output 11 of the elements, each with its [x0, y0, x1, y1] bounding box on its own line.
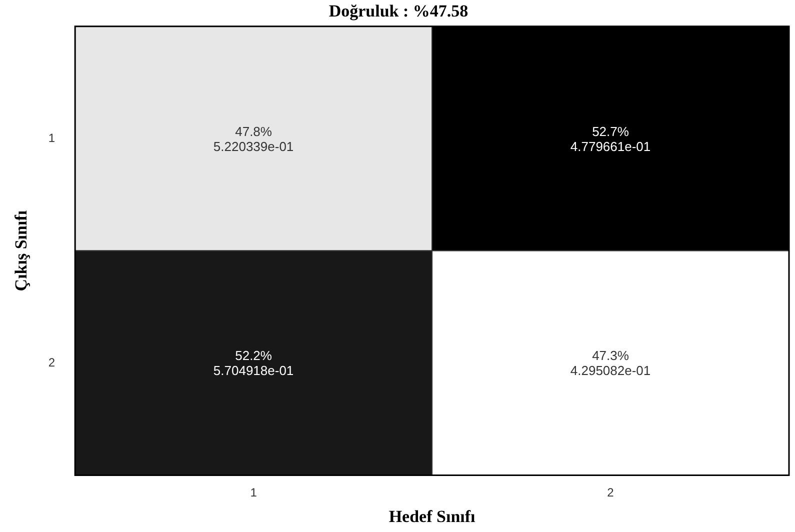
annotation: 5.220339e-01	[213, 138, 294, 154]
data-label: 52.2%	[235, 348, 272, 363]
annotation: 4.295082e-01	[570, 363, 651, 378]
y-axis-title: Çıkış Sınıfı	[12, 210, 31, 292]
x-axis-title: Hedef Sınıfı	[388, 507, 476, 526]
data-label: 47.8%	[235, 124, 272, 139]
chart-title: Doğruluk : %47.58	[328, 2, 468, 21]
data-label: 47.3%	[592, 348, 629, 363]
annotation: 4.779661e-01	[570, 138, 651, 154]
data-label: 52.7%	[592, 124, 629, 139]
annotation: 5.704918e-01	[213, 363, 294, 378]
